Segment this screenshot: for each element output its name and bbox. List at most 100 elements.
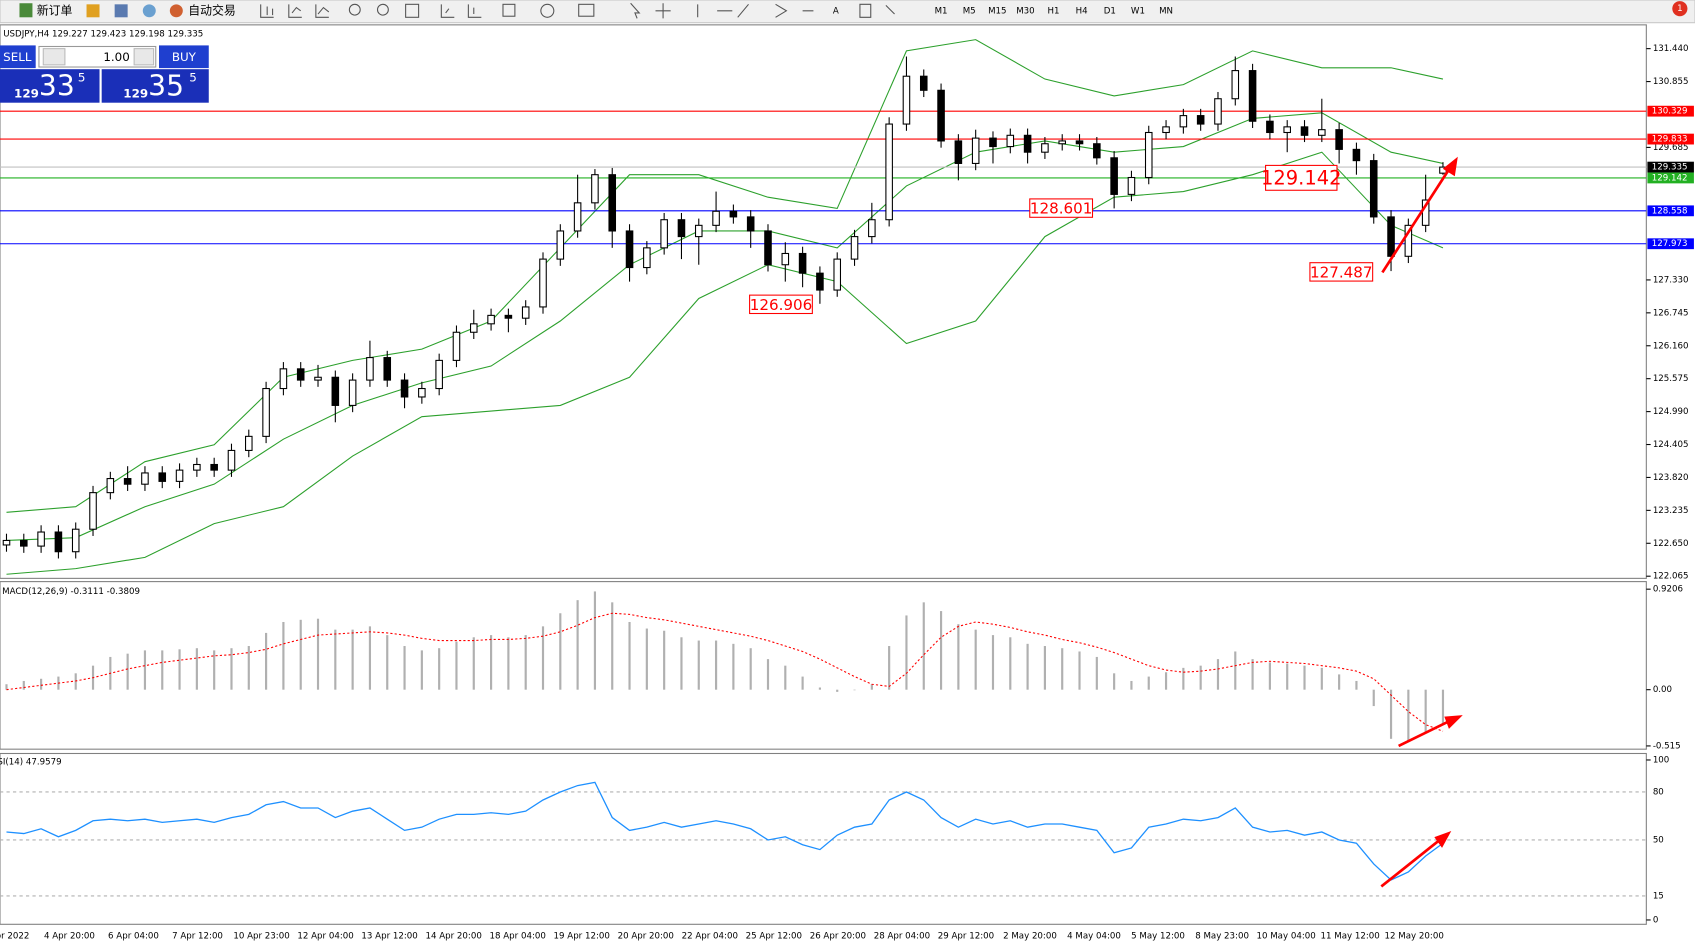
bar-chart-icon[interactable] [260, 4, 274, 18]
volume-down[interactable] [42, 48, 66, 66]
new-order-button[interactable]: 新订单 [37, 3, 73, 17]
macd-bar [1009, 637, 1012, 690]
time-label: 6 Apr 04:00 [108, 932, 159, 942]
object-tools[interactable] [859, 3, 895, 18]
tile-icon[interactable] [405, 3, 420, 18]
timeframe-button[interactable]: H1 [1048, 6, 1060, 16]
scroll-icon[interactable] [440, 4, 455, 18]
candle-body [1335, 129, 1343, 150]
zoom-in-icon[interactable] [348, 3, 361, 16]
volume-up[interactable] [133, 48, 155, 66]
macd-bar [455, 641, 458, 690]
candle-body [348, 379, 357, 406]
macd-bar [1043, 646, 1046, 690]
macd-bar [334, 629, 337, 690]
timeframe-button[interactable]: M1 [935, 6, 948, 16]
candle-body [1041, 143, 1049, 153]
template-icon[interactable] [578, 3, 595, 17]
macd-bar [611, 602, 614, 690]
candle-body [175, 469, 184, 482]
macd-bar [714, 640, 718, 690]
candle-icon[interactable] [288, 4, 302, 18]
bollinger-middle [6, 112, 1444, 542]
draw-tools[interactable] [630, 2, 814, 19]
auto-trading-icon[interactable] [169, 4, 183, 18]
macd-bar [818, 687, 821, 690]
open: 129.227 [52, 29, 88, 39]
sell-button[interactable] [0, 45, 36, 69]
candle-body [452, 331, 461, 361]
candle-body [1214, 98, 1222, 125]
macd-bar [1251, 659, 1254, 690]
buy-label[interactable]: BUY [172, 50, 197, 64]
timeframe-button[interactable]: M30 [1016, 6, 1034, 16]
auto-trading-button[interactable]: 自动交易 [188, 3, 236, 17]
macd-bar [1424, 689, 1427, 734]
candle-body [556, 230, 565, 260]
volume-value[interactable]: 1.00 [103, 50, 129, 64]
price-level-tag [1647, 105, 1694, 117]
bid-box[interactable] [0, 69, 100, 103]
line-icon[interactable] [315, 4, 330, 18]
candle-body [1196, 115, 1205, 125]
y-tick-label: 80 [1653, 787, 1664, 797]
timeframe-button[interactable]: W1 [1131, 6, 1145, 16]
candle-body [210, 463, 218, 471]
macd-bar [905, 615, 908, 690]
candle-body [89, 492, 97, 530]
price-panel [0, 24, 1647, 579]
candle-body [1300, 126, 1309, 136]
ask-box[interactable] [101, 69, 209, 103]
shift-icon[interactable] [467, 4, 482, 18]
bid-big: 129 [14, 87, 39, 101]
candle-body [1352, 148, 1361, 162]
timeframe-button[interactable]: D1 [1104, 6, 1116, 16]
macd-bar [299, 619, 302, 690]
macd-bar [40, 678, 43, 690]
candle-body [816, 272, 824, 291]
macd-bar [524, 635, 527, 690]
text-tool[interactable]: A [833, 6, 839, 16]
y-tick-label: 124.405 [1653, 440, 1689, 450]
chart-header: USDJPY,H4 129.227 129.423 129.198 129.33… [3, 29, 203, 39]
tool-icon[interactable] [142, 4, 156, 18]
low: 129.198 [129, 29, 165, 39]
timeframe-button[interactable]: MN [1159, 6, 1173, 16]
candle-body [937, 89, 945, 142]
candle-body [971, 137, 980, 164]
macd-bar [282, 621, 285, 690]
arrow-head [1442, 156, 1458, 177]
zoom-out-icon[interactable] [376, 3, 389, 16]
candle-body [123, 478, 132, 485]
alert-badge[interactable] [1672, 1, 1688, 17]
tool-icon[interactable] [86, 4, 100, 18]
period-icon[interactable] [540, 3, 555, 18]
bollinger-upper [6, 39, 1444, 513]
y-tick-label: 129.685 [1653, 143, 1689, 153]
y-tick-label: 130.855 [1653, 77, 1689, 87]
macd-bar [1113, 673, 1116, 690]
price-annotation-box [749, 294, 813, 315]
tool-icon[interactable] [114, 4, 128, 18]
candle-body [435, 359, 443, 390]
timeframe-button[interactable]: M15 [988, 6, 1006, 16]
macd-bar [732, 643, 735, 690]
timeframe-button[interactable]: M5 [963, 6, 976, 16]
time-label: 13 Apr 12:00 [361, 932, 417, 942]
candle-body [1387, 216, 1395, 257]
price-level-label: 130.329 [1652, 107, 1688, 117]
volume-input[interactable] [38, 45, 157, 68]
candle-body [954, 140, 963, 164]
macd-bar [1407, 689, 1410, 743]
timeframe-button[interactable]: H4 [1076, 6, 1089, 16]
indicator-icon[interactable] [502, 3, 516, 17]
candle-body [694, 224, 703, 238]
buy-button[interactable] [159, 45, 209, 69]
time-label: 2 May 20:00 [1003, 932, 1057, 942]
macd-bar [74, 673, 77, 690]
price-annotation: 129.142 [1261, 166, 1341, 189]
macd-bar [663, 630, 666, 690]
new-order-icon[interactable] [19, 3, 33, 18]
sell-label[interactable]: SELL [3, 50, 32, 64]
